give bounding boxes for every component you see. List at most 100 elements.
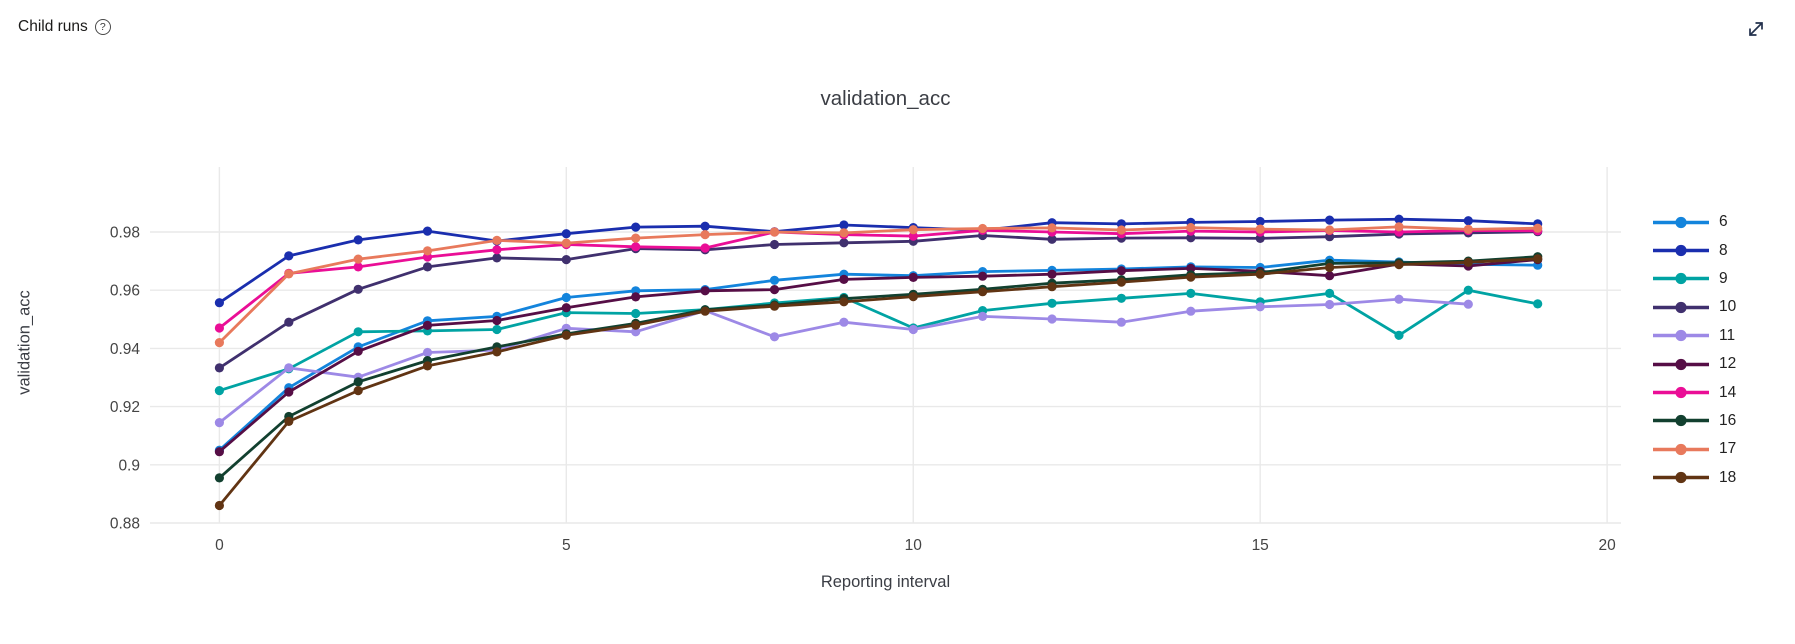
data-point-9[interactable] [1186,288,1196,298]
data-point-12[interactable] [769,285,780,295]
data-point-17[interactable] [631,233,641,243]
data-point-11[interactable] [284,363,294,373]
series-line-8[interactable] [218,217,1540,305]
data-point-12[interactable] [1325,271,1335,281]
data-point-17[interactable] [1186,223,1196,233]
series-line-9[interactable] [218,288,1540,392]
series-17[interactable] [214,222,1543,348]
data-point-18[interactable] [908,292,918,302]
data-point-8[interactable] [284,251,294,261]
data-point-12[interactable] [561,303,571,313]
data-point-14[interactable] [492,245,502,255]
data-point-11[interactable] [769,332,780,342]
data-point-18[interactable] [1394,260,1404,270]
data-point-12[interactable] [700,286,710,296]
data-point-18[interactable] [839,297,849,307]
data-point-17[interactable] [1116,225,1126,235]
data-point-17[interactable] [492,235,502,245]
data-point-17[interactable] [1533,223,1543,233]
data-point-11[interactable] [839,317,849,327]
data-point-14[interactable] [631,242,641,252]
data-point-8[interactable] [1325,215,1335,225]
legend-item-17[interactable]: 17 [1652,435,1736,463]
series-line-17[interactable] [218,225,1540,344]
series-line-10[interactable] [218,230,1540,370]
data-point-10[interactable] [214,363,224,373]
data-point-11[interactable] [214,418,224,428]
data-point-17[interactable] [1394,222,1404,232]
data-point-10[interactable] [1186,233,1196,243]
data-point-18[interactable] [769,301,780,311]
data-point-18[interactable] [561,330,571,340]
data-point-14[interactable] [908,231,918,241]
legend-item-11[interactable]: 11 [1652,322,1736,350]
data-point-8[interactable] [561,229,571,239]
data-point-17[interactable] [422,246,433,256]
data-point-9[interactable] [214,386,224,396]
data-point-18[interactable] [1463,257,1473,267]
data-point-18[interactable] [1116,277,1126,287]
data-point-12[interactable] [353,346,363,356]
data-point-12[interactable] [1116,266,1126,276]
data-point-16[interactable] [214,473,224,483]
legend-item-16[interactable]: 16 [1652,407,1736,435]
data-point-11[interactable] [1325,299,1335,310]
data-point-18[interactable] [978,287,988,297]
data-point-17[interactable] [1047,223,1057,233]
data-point-11[interactable] [908,324,918,335]
data-point-18[interactable] [631,320,641,330]
data-point-12[interactable] [1186,263,1196,273]
data-point-12[interactable] [492,315,502,326]
data-point-14[interactable] [353,262,363,272]
data-point-17[interactable] [978,223,988,234]
data-point-11[interactable] [422,347,433,358]
data-point-8[interactable] [422,226,433,236]
data-point-12[interactable] [978,271,988,281]
legend-item-9[interactable]: 9 [1652,265,1736,293]
data-point-6[interactable] [561,292,571,303]
legend-item-6[interactable]: 6 [1652,208,1736,236]
data-point-11[interactable] [631,327,641,337]
series-line-18[interactable] [218,257,1540,507]
data-point-10[interactable] [353,284,363,294]
data-point-9[interactable] [1047,298,1057,308]
data-point-10[interactable] [492,253,502,263]
series-18[interactable] [214,254,1543,511]
data-point-17[interactable] [561,238,571,248]
data-point-11[interactable] [978,311,988,321]
data-point-9[interactable] [1325,288,1335,298]
data-point-17[interactable] [1463,224,1473,234]
data-point-14[interactable] [700,243,710,253]
help-icon[interactable]: ? [94,19,111,35]
data-point-18[interactable] [422,361,433,371]
data-point-12[interactable] [631,292,641,302]
data-point-12[interactable] [839,274,849,284]
data-point-10[interactable] [839,238,849,248]
data-point-12[interactable] [422,320,433,330]
data-point-10[interactable] [769,239,780,250]
data-point-11[interactable] [1047,314,1057,324]
legend-item-8[interactable]: 8 [1652,236,1736,264]
series-line-16[interactable] [218,255,1540,480]
data-point-9[interactable] [1394,330,1404,340]
data-point-9[interactable] [353,327,363,337]
data-point-10[interactable] [1047,234,1057,244]
data-point-18[interactable] [1255,269,1265,279]
data-point-17[interactable] [839,228,849,238]
data-point-8[interactable] [1394,214,1404,224]
data-point-11[interactable] [1463,299,1473,309]
data-point-11[interactable] [1255,302,1265,312]
data-point-16[interactable] [353,377,363,387]
data-point-9[interactable] [1116,293,1126,303]
series-line-12[interactable] [218,258,1540,454]
data-point-12[interactable] [214,447,224,457]
data-point-11[interactable] [1394,294,1404,304]
data-point-6[interactable] [769,275,780,285]
data-point-8[interactable] [631,222,641,232]
data-point-18[interactable] [284,416,294,426]
data-point-18[interactable] [1047,282,1057,292]
data-point-8[interactable] [700,221,710,231]
data-point-8[interactable] [353,235,363,245]
data-point-11[interactable] [1186,306,1196,316]
data-point-10[interactable] [284,317,294,327]
